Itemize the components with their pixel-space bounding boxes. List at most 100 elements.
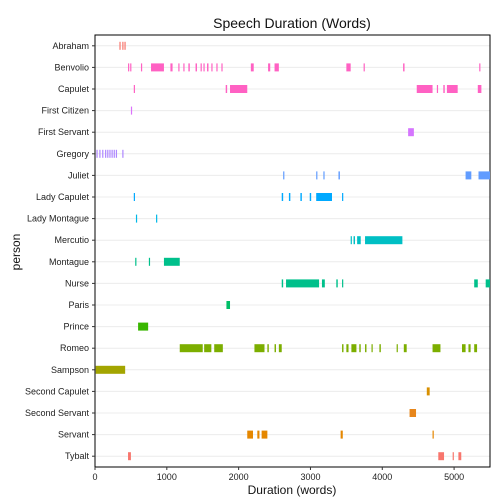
speech-segment (479, 63, 481, 72)
speech-segment (359, 344, 361, 353)
speech-segment (140, 63, 143, 72)
speech-segment (230, 85, 248, 93)
speech-segment (119, 41, 121, 50)
speech-segment (336, 279, 338, 288)
speech-segment (133, 85, 135, 93)
speech-segment (130, 106, 133, 115)
speech-segment (211, 63, 213, 72)
speech-segment (267, 344, 269, 353)
speech-segment (403, 344, 407, 353)
speech-segment (254, 344, 265, 353)
speech-segment (379, 344, 381, 353)
speech-segment (135, 257, 137, 266)
speech-segment (316, 171, 318, 180)
speech-segment (323, 171, 325, 180)
speech-segment (281, 193, 284, 201)
speech-segment (128, 63, 130, 72)
speech-segment (170, 63, 173, 72)
speech-segment (474, 279, 478, 288)
speech-segment (183, 63, 185, 72)
speech-segment (408, 128, 414, 137)
speech-segment (409, 409, 417, 417)
speech-segment (188, 63, 190, 72)
speech-segment (309, 193, 312, 201)
speech-segment (124, 41, 126, 50)
speech-segment (283, 171, 285, 180)
x-tick-label: 3000 (300, 472, 320, 482)
speech-segment (340, 430, 343, 439)
speech-segment (138, 322, 149, 331)
speech-segment (113, 149, 115, 158)
speech-segment (346, 63, 351, 72)
speech-segment (474, 344, 478, 353)
speech-segment (436, 85, 439, 93)
y-tick-label: Servant (58, 430, 90, 440)
speech-segment (465, 171, 472, 180)
y-tick-label: Lady Montague (27, 214, 89, 224)
speech-segment (135, 214, 138, 223)
speech-segment (446, 85, 458, 93)
speech-segment (247, 430, 253, 439)
speech-segment (363, 63, 365, 72)
speech-segment (371, 344, 373, 353)
speech-segment (316, 193, 332, 201)
speech-segment (178, 63, 180, 72)
speech-segment (468, 344, 471, 353)
y-tick-label: Lady Capulet (36, 192, 90, 202)
speech-segment (416, 85, 433, 93)
speech-segment (105, 149, 107, 158)
speech-segment (485, 279, 490, 288)
speech-segment (111, 149, 113, 158)
y-axis-title: person (9, 234, 23, 271)
speech-segment (261, 430, 268, 439)
plot-area: Abraham Benvolio Capulet First Citizen First… (25, 34, 491, 482)
speech-segment (226, 301, 231, 309)
speech-segment (102, 149, 104, 158)
speech-segment (122, 41, 124, 50)
speech-segment (214, 344, 223, 353)
x-tick-label: 0 (92, 472, 97, 482)
speech-segment (288, 193, 291, 201)
speech-segment (461, 344, 466, 353)
speech-segment (95, 365, 126, 374)
speech-segment (195, 63, 197, 72)
speech-segment (268, 63, 271, 72)
speech-segment (432, 344, 441, 353)
speech-segment (274, 63, 279, 72)
speech-segment (300, 193, 302, 201)
speech-segment (452, 452, 454, 461)
speech-segment (99, 149, 101, 158)
y-tick-label: Juliet (68, 170, 90, 180)
x-tick-label: 5000 (444, 472, 464, 482)
speech-segment (148, 257, 151, 266)
speech-segment (342, 279, 344, 288)
y-tick-label: First Citizen (41, 106, 89, 116)
y-tick-label: Abraham (52, 41, 89, 51)
speech-segment (432, 430, 434, 439)
speech-segment (426, 387, 430, 396)
speech-segment (151, 63, 164, 72)
y-tick-label: Second Capulet (25, 386, 90, 396)
speech-segment (342, 344, 344, 353)
speech-segment (225, 85, 228, 93)
speech-segment (478, 171, 490, 180)
y-tick-label: Romeo (60, 343, 89, 353)
speech-segment (179, 344, 203, 353)
speech-segment (96, 149, 98, 158)
speech-segment (396, 344, 398, 353)
y-tick-label: Prince (63, 322, 89, 332)
plot-border (94, 34, 491, 468)
y-tick-label: Second Servant (25, 408, 90, 418)
speech-segment (156, 214, 158, 223)
speech-segment (207, 63, 209, 72)
x-tick-label: 2000 (229, 472, 249, 482)
speech-segment (351, 344, 357, 353)
speech-segment (216, 63, 218, 72)
speech-segment (203, 63, 205, 72)
speech-segment (365, 236, 403, 245)
speech-segment (350, 236, 352, 245)
y-tick-label: Benvolio (54, 62, 89, 72)
speech-segment (338, 171, 340, 180)
speech-segment (130, 63, 132, 72)
